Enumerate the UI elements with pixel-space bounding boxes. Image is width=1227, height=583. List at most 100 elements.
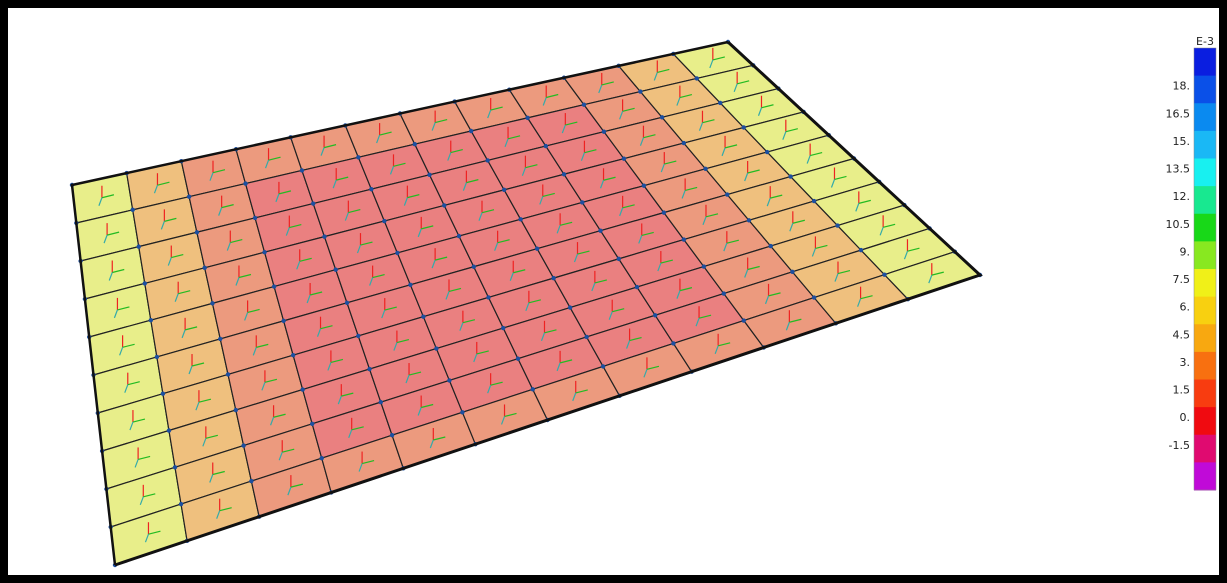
node [718, 100, 723, 106]
node [501, 187, 507, 193]
local-axis-y [235, 277, 240, 286]
node [154, 354, 160, 360]
node [621, 156, 627, 161]
node [741, 125, 746, 130]
node [166, 428, 172, 433]
local-axis-x [434, 118, 448, 124]
local-axis-x [882, 223, 896, 228]
legend-label: 15. [1173, 135, 1191, 148]
node [130, 207, 135, 213]
legend-label: 3. [1180, 356, 1191, 369]
local-axis-x [221, 204, 234, 209]
local-axis-x [622, 204, 635, 209]
local-axis-x [792, 219, 805, 224]
local-axis-y [278, 451, 283, 461]
node [319, 455, 324, 461]
plate-edge [114, 40, 983, 567]
local-axis-x [433, 436, 446, 441]
node [194, 230, 200, 235]
local-axis-y [903, 251, 909, 260]
local-axis-x [641, 231, 654, 237]
node [434, 346, 439, 351]
local-axis-y [811, 248, 816, 257]
node [518, 217, 523, 222]
node [835, 223, 840, 228]
local-axis-y [660, 163, 665, 173]
node [634, 284, 640, 290]
local-axis-x [497, 239, 510, 244]
node [142, 281, 147, 286]
local-axis-y [834, 273, 839, 282]
local-axis-x [490, 106, 503, 111]
legend-label: 0. [1180, 411, 1191, 424]
local-axis-y [153, 184, 159, 194]
local-axis-x [268, 156, 281, 161]
local-axis-x [336, 176, 349, 181]
local-axis-y [723, 242, 728, 252]
node [768, 243, 773, 249]
node [252, 215, 258, 221]
local-axis-y [216, 510, 221, 519]
local-axis-y [462, 182, 467, 191]
local-axis-y [591, 282, 596, 292]
local-axis-y [540, 332, 546, 342]
local-axis-y [473, 353, 478, 363]
node [764, 149, 770, 155]
local-axis-x [931, 271, 944, 276]
local-axis-y [806, 155, 811, 164]
local-axis-y [320, 147, 325, 156]
local-axis-y [599, 180, 605, 189]
local-axis-x [466, 179, 479, 184]
local-axis-y [766, 197, 771, 207]
local-axis-x [127, 381, 140, 386]
legend-label: 1.5 [1173, 384, 1191, 397]
node [641, 183, 647, 188]
legend-band [1194, 48, 1216, 77]
local-axis-y [676, 97, 681, 106]
node [581, 102, 587, 107]
local-axis-x [679, 93, 693, 99]
local-axis-x [747, 169, 760, 174]
local-axis-y [857, 298, 862, 307]
local-axis-y [405, 374, 410, 384]
node [333, 267, 338, 272]
local-axis-x [601, 81, 614, 86]
local-axis-y [572, 392, 577, 402]
legend-band [1194, 186, 1216, 215]
local-axis-y [332, 179, 337, 189]
local-axis-y [98, 197, 103, 206]
local-axis-x [408, 371, 422, 376]
local-axis-y [403, 197, 408, 206]
local-axis-x [684, 186, 698, 192]
node [580, 200, 585, 205]
legend-label: 18. [1173, 80, 1191, 93]
local-axis-x [646, 365, 660, 370]
local-axis-y [494, 242, 499, 251]
local-axis-y [134, 459, 139, 468]
local-axis-x [164, 217, 177, 222]
node [160, 391, 166, 396]
node [790, 269, 795, 275]
node [681, 140, 687, 146]
local-axis-x [702, 119, 715, 124]
local-axis-x [320, 325, 333, 330]
legend-band [1194, 351, 1216, 380]
local-axis-x [679, 287, 693, 292]
local-axis-x [513, 269, 526, 274]
node [442, 203, 447, 208]
local-axis-x [603, 176, 616, 181]
node [202, 265, 207, 271]
local-axis-x [361, 459, 375, 465]
local-axis-x [660, 259, 673, 264]
local-axis-x [348, 209, 361, 214]
local-axis-y [643, 369, 648, 378]
legend-band [1194, 158, 1216, 187]
local-axis-y [337, 395, 342, 405]
local-axis-x [810, 151, 823, 157]
node [653, 313, 658, 318]
local-axis-y [785, 322, 790, 331]
node [543, 143, 548, 149]
local-axis-x [132, 418, 146, 423]
local-axis-y [376, 134, 381, 144]
